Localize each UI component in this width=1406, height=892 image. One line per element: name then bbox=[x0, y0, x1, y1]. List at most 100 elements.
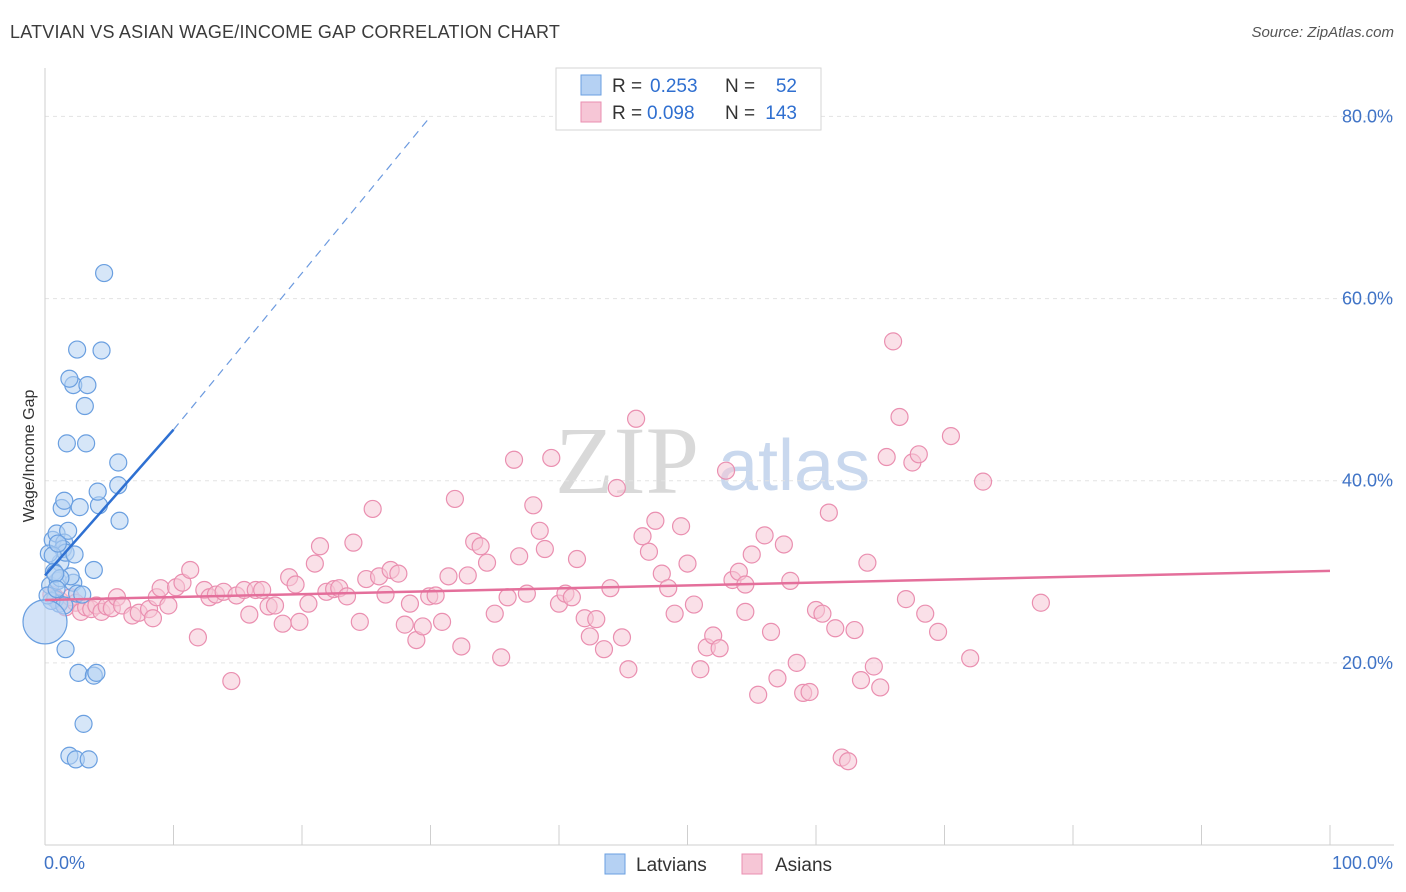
x-tick-label-min: 0.0% bbox=[44, 853, 85, 873]
latvian-point bbox=[48, 534, 67, 553]
source-credit: Source: ZipAtlas.com bbox=[1251, 24, 1394, 41]
asian-point bbox=[787, 653, 806, 672]
stats-latvian-n-label: N = bbox=[725, 76, 755, 97]
asian-point bbox=[517, 584, 536, 603]
asian-point bbox=[761, 622, 781, 641]
asian-point bbox=[864, 657, 883, 676]
trendlines bbox=[44, 116, 1331, 602]
asian-point bbox=[337, 587, 357, 606]
asian-point bbox=[181, 560, 200, 580]
stats-box: R = 0.253 N = 52 R = 0.098 N = 143 bbox=[555, 67, 822, 131]
latvian-point bbox=[109, 453, 128, 472]
watermark: ZIP atlas bbox=[555, 407, 870, 514]
asian-point bbox=[426, 586, 445, 605]
chart-title: LATVIAN VS ASIAN WAGE/INCOME GAP CORRELA… bbox=[10, 22, 561, 42]
asian-point bbox=[471, 537, 490, 556]
latvian-point bbox=[92, 341, 111, 360]
asian-point bbox=[941, 426, 961, 446]
asian-point bbox=[883, 332, 903, 351]
asian-point bbox=[389, 564, 408, 583]
stats-latvian-n-value: 52 bbox=[776, 76, 797, 97]
asian-point bbox=[858, 553, 877, 572]
asian-point bbox=[439, 567, 458, 586]
y-tick-label: 40.0% bbox=[1342, 471, 1393, 491]
stats-asian-n-value: 143 bbox=[765, 103, 797, 124]
legend-latvians-swatch[interactable] bbox=[604, 853, 626, 875]
stats-asian-r-label: R = bbox=[612, 103, 642, 124]
asian-point bbox=[916, 604, 935, 623]
asian-point bbox=[626, 409, 646, 428]
asian-point bbox=[890, 407, 909, 427]
asian-point bbox=[684, 595, 704, 614]
latvian-point bbox=[60, 369, 79, 388]
stats-asian-swatch bbox=[580, 101, 602, 123]
asian-point bbox=[395, 615, 414, 634]
latvian-trendline-extension bbox=[173, 116, 431, 431]
asian-point bbox=[344, 533, 363, 552]
asian-point bbox=[587, 610, 606, 629]
watermark-atlas: atlas bbox=[718, 426, 870, 506]
latvian-point bbox=[84, 560, 103, 580]
asian-point bbox=[580, 627, 599, 646]
asian-point bbox=[299, 594, 318, 613]
asian-point bbox=[678, 554, 697, 573]
asian-point bbox=[305, 554, 324, 573]
latvian-trendline bbox=[44, 428, 175, 577]
latvian-point bbox=[74, 714, 93, 733]
asian-point bbox=[710, 639, 729, 658]
asian-point bbox=[445, 489, 465, 509]
asian-point bbox=[286, 575, 305, 594]
asian-point bbox=[607, 478, 626, 498]
asian-point bbox=[633, 527, 652, 546]
asian-point bbox=[928, 622, 948, 641]
asian-point bbox=[542, 448, 561, 468]
asian-point bbox=[222, 671, 241, 691]
asian-point bbox=[594, 640, 614, 659]
asian-point bbox=[290, 612, 309, 631]
asian-point bbox=[498, 588, 517, 607]
asian-point bbox=[851, 671, 871, 690]
latvian-point bbox=[78, 375, 97, 395]
latvian-point bbox=[110, 511, 129, 530]
asian-point bbox=[151, 579, 170, 598]
y-tick-labels: 20.0% 40.0% 60.0% 80.0% bbox=[1342, 106, 1393, 672]
asian-point bbox=[845, 620, 864, 640]
asian-point bbox=[774, 535, 793, 554]
asian-point bbox=[819, 503, 838, 522]
asian-point bbox=[363, 499, 382, 519]
asian-point bbox=[691, 660, 710, 679]
asian-point bbox=[376, 585, 395, 604]
asian-point bbox=[413, 617, 432, 636]
latvian-point bbox=[70, 498, 89, 517]
y-tick-label: 60.0% bbox=[1342, 289, 1393, 309]
latvian-point bbox=[69, 663, 88, 682]
latvian-point bbox=[77, 434, 96, 453]
y-tick-label: 20.0% bbox=[1342, 653, 1393, 673]
legend-asians-label[interactable]: Asians bbox=[775, 855, 832, 876]
watermark-zip: ZIP bbox=[555, 407, 699, 514]
asian-point bbox=[350, 612, 369, 631]
asian-point bbox=[452, 637, 471, 656]
stats-latvian-r-value: 0.253 bbox=[650, 76, 698, 97]
asian-point bbox=[310, 537, 330, 556]
asian-point bbox=[877, 447, 896, 467]
asian-point bbox=[504, 450, 524, 469]
legend-latvians-label[interactable]: Latvians bbox=[636, 855, 707, 876]
asian-point bbox=[458, 566, 477, 585]
asian-point bbox=[535, 539, 554, 559]
asian-point bbox=[477, 553, 497, 572]
stats-latvian-r-label: R = bbox=[612, 76, 642, 97]
asian-point bbox=[400, 594, 420, 613]
asian-point bbox=[188, 628, 208, 647]
asian-point bbox=[671, 517, 691, 536]
asian-trendline bbox=[44, 569, 1331, 602]
latvian-point bbox=[46, 564, 65, 583]
asian-point bbox=[265, 596, 285, 615]
asian-point bbox=[973, 472, 993, 491]
latvian-points bbox=[22, 263, 129, 769]
legend-asians-swatch[interactable] bbox=[741, 853, 763, 875]
x-ticks bbox=[173, 825, 1331, 845]
latvian-point bbox=[55, 491, 74, 510]
asian-point bbox=[755, 526, 774, 545]
asian-point bbox=[749, 685, 768, 704]
